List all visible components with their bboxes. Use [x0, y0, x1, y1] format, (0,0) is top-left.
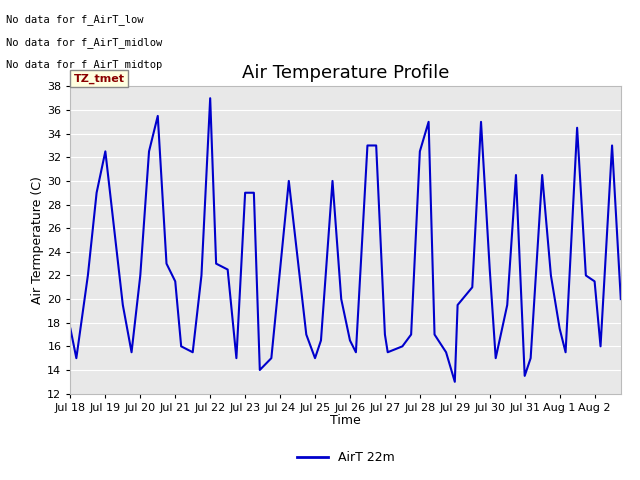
X-axis label: Time: Time	[330, 414, 361, 427]
Text: TZ_tmet: TZ_tmet	[74, 74, 125, 84]
Legend: AirT 22m: AirT 22m	[292, 446, 399, 469]
Text: No data for f_AirT_low: No data for f_AirT_low	[6, 14, 144, 25]
Title: Air Temperature Profile: Air Temperature Profile	[242, 64, 449, 82]
Y-axis label: Air Termperature (C): Air Termperature (C)	[31, 176, 44, 304]
Text: No data for f_AirT_midtop: No data for f_AirT_midtop	[6, 60, 163, 71]
Text: No data for f_AirT_midlow: No data for f_AirT_midlow	[6, 37, 163, 48]
